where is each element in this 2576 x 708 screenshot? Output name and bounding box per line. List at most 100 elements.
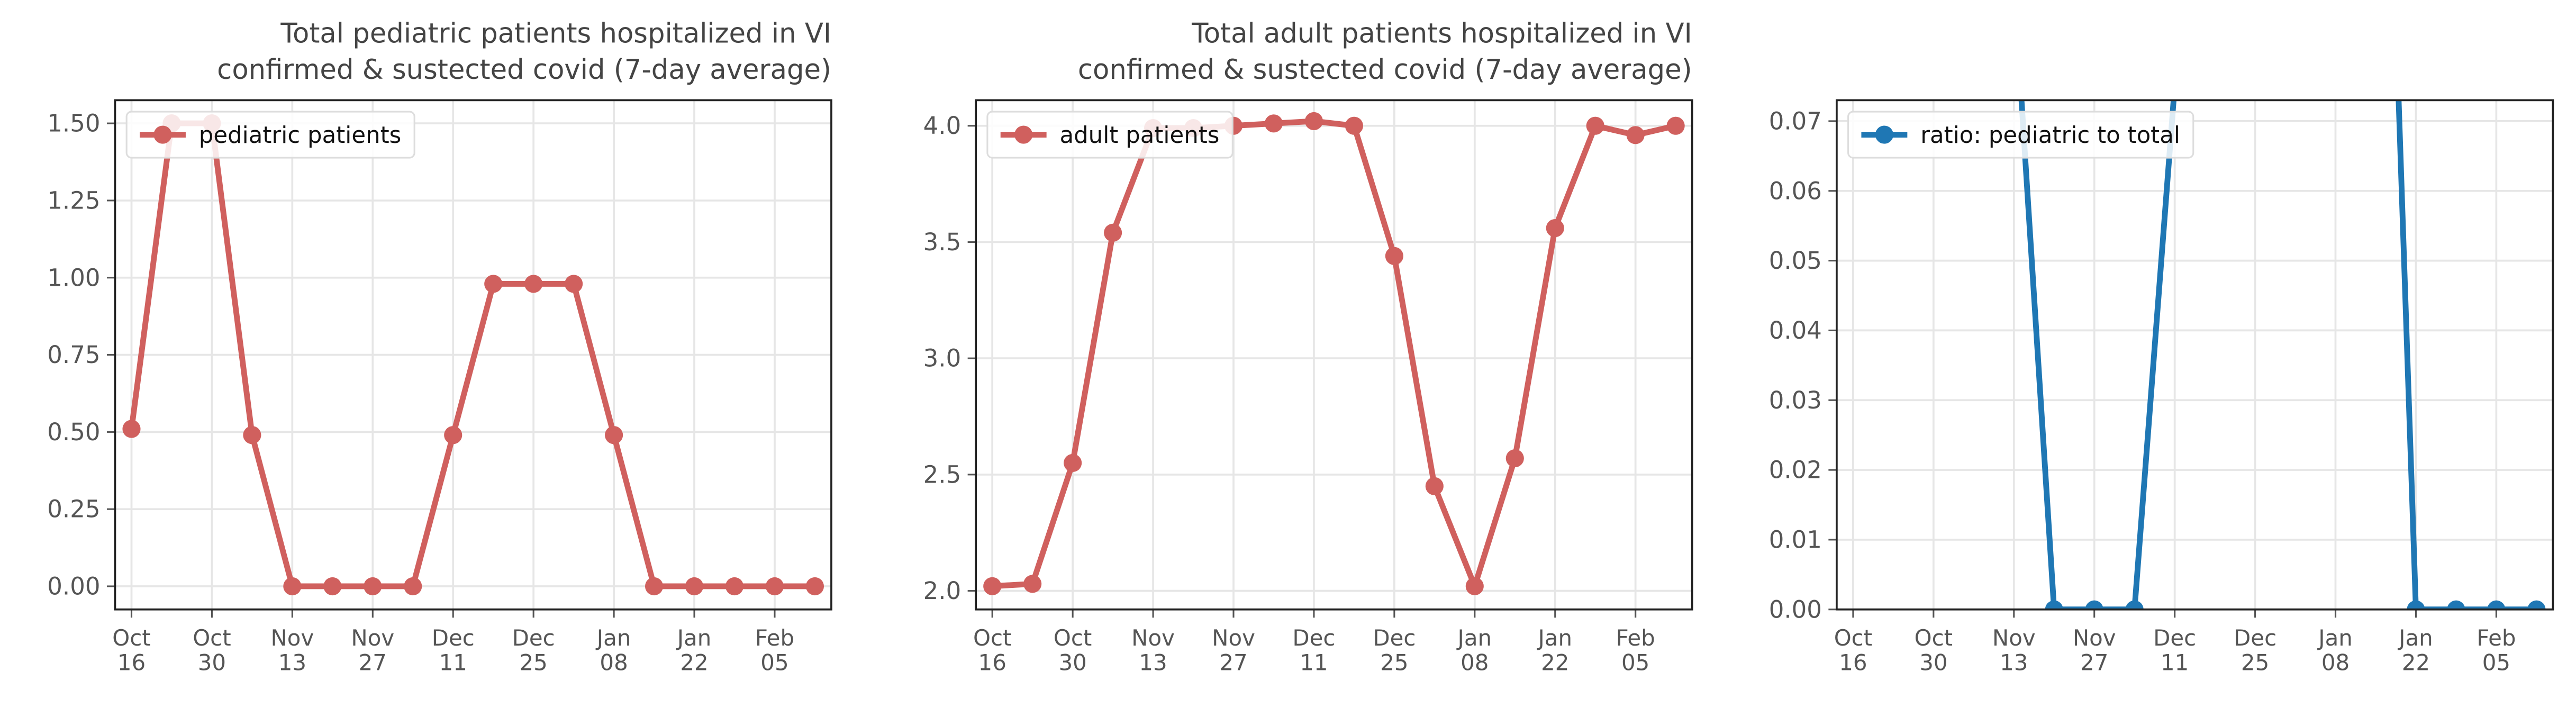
x-tick-label: Feb 05: [755, 625, 794, 676]
x-tick-label-line: 11: [2161, 650, 2189, 676]
x-tick-label-line: Nov: [351, 625, 394, 651]
x-tick-label-line: Feb: [1616, 625, 1655, 651]
chart-title: Total adult patients hospitalized in VI: [1191, 18, 1692, 50]
marker: [2407, 600, 2425, 610]
x-tick-label-line: 05: [760, 650, 788, 676]
x-tick-label-line: Jan: [595, 625, 631, 651]
subplot: Total adult patients hospitalized in VI c…: [923, 18, 1693, 676]
x-tick-label-line: 16: [117, 650, 146, 676]
x-tick-label-line: 08: [2321, 650, 2350, 676]
marker: [765, 577, 784, 596]
x-tick-label-line: 16: [978, 650, 1006, 676]
x-tick-label: Oct 16: [112, 625, 150, 676]
marker: [2166, 77, 2184, 95]
x-tick-label: Jan 22: [1536, 625, 1572, 676]
x-tick-label-line: 27: [359, 650, 387, 676]
marker: [2487, 600, 2506, 610]
x-tick-label: Dec 11: [2153, 625, 2196, 676]
x-tick-label: Dec 25: [512, 625, 555, 676]
marker: [605, 426, 623, 444]
x-tick-label-line: 27: [1219, 650, 1247, 676]
x-tick-label-line: Oct: [193, 625, 231, 651]
x-tick-label-line: 27: [2080, 650, 2108, 676]
y-tick-label: 0.06: [1769, 177, 1822, 205]
x-tick-label: Dec 11: [432, 625, 475, 676]
x-tick-label: Nov 13: [1992, 625, 2036, 676]
x-tick-label: Dec 11: [1292, 625, 1335, 676]
x-tick-label: Oct 30: [1054, 625, 1092, 676]
x-tick-label-line: 30: [198, 650, 226, 676]
x-tick-label-line: 25: [520, 650, 548, 676]
series: [983, 112, 1685, 595]
marker: [645, 577, 664, 596]
marker: [2085, 600, 2103, 610]
x-tick-label: Jan 22: [676, 625, 712, 676]
y-tick-label: 0.00: [47, 573, 100, 601]
x-tick-label-line: Nov: [2073, 625, 2116, 651]
x-tick-label: Nov 27: [1212, 625, 1255, 676]
x-tick-label: Feb 05: [2477, 625, 2516, 676]
marker: [404, 577, 422, 596]
y-tick-label: 4.0: [923, 112, 962, 140]
marker: [1666, 116, 1685, 135]
marker: [1626, 126, 1645, 144]
marker: [2045, 600, 2063, 610]
x-tick-label: Nov 27: [351, 625, 394, 676]
y-tick-label: 3.5: [923, 228, 962, 256]
y-tick-label: 0.07: [1769, 107, 1822, 135]
x-tick-label: Nov 27: [2073, 625, 2116, 676]
x-tick-label: Nov 13: [1131, 625, 1175, 676]
x-tick-label-line: Dec: [512, 625, 555, 651]
x-tick-label-line: 16: [1839, 650, 1867, 676]
x-tick-label-line: 22: [680, 650, 708, 676]
y-tick-label: 1.50: [47, 110, 100, 138]
x-tick-label-line: Oct: [112, 625, 150, 651]
x-tick-label-line: Nov: [1212, 625, 1255, 651]
chart-title: confirmed & sustected covid (7-day avera…: [217, 54, 831, 86]
x-tick-label-line: 05: [2482, 650, 2510, 676]
x-tick-label-line: Nov: [1992, 625, 2036, 651]
x-tick-label-line: Nov: [270, 625, 314, 651]
y-tick-label: 0.02: [1769, 456, 1822, 484]
marker: [122, 420, 141, 438]
marker: [323, 577, 342, 596]
series: [2018, 77, 2546, 610]
y-tick-label: 0.05: [1769, 247, 1822, 275]
legend-box: [986, 111, 1233, 159]
x-tick-label-line: Oct: [1915, 625, 1953, 651]
y-tick-label: 2.5: [923, 460, 962, 488]
x-tick-label-line: 05: [1621, 650, 1649, 676]
x-tick-label: Dec 25: [1373, 625, 1416, 676]
marker: [1345, 116, 1363, 135]
y-tick-label: 0.25: [47, 495, 100, 523]
marker: [983, 577, 1002, 595]
x-tick-label-line: 25: [1380, 650, 1408, 676]
y-tick-label: 1.25: [47, 186, 100, 214]
chart-title: Total pediatric patients hospitalized in…: [280, 18, 831, 50]
marker: [1104, 223, 1122, 242]
marker: [1425, 477, 1444, 495]
x-tick-label-line: 22: [1541, 650, 1569, 676]
marker: [364, 577, 382, 596]
x-tick-label-line: 13: [1139, 650, 1167, 676]
x-tick-label-line: 30: [1058, 650, 1086, 676]
marker: [2447, 600, 2465, 610]
marker: [1465, 577, 1484, 595]
x-tick-label-line: Dec: [432, 625, 475, 651]
x-tick-label-line: Jan: [2397, 625, 2433, 651]
y-tick-label: 0.00: [1769, 595, 1822, 623]
x-tick-label-line: 13: [278, 650, 306, 676]
y-tick-label: 1.00: [47, 264, 100, 292]
marker: [1304, 112, 1323, 130]
x-tick-label-line: 22: [2402, 650, 2430, 676]
line: [2018, 100, 2537, 610]
x-tick-label-line: Feb: [2477, 625, 2516, 651]
legend-label: adult patients: [1059, 122, 1219, 149]
x-tick-label: Oct 30: [1915, 625, 1953, 676]
x-tick-label-line: Feb: [755, 625, 794, 651]
x-tick-label-line: 13: [2000, 650, 2028, 676]
x-tick-label-line: Jan: [2317, 625, 2353, 651]
y-tick-label: 2.0: [923, 577, 962, 605]
x-tick-label-line: Dec: [2234, 625, 2276, 651]
